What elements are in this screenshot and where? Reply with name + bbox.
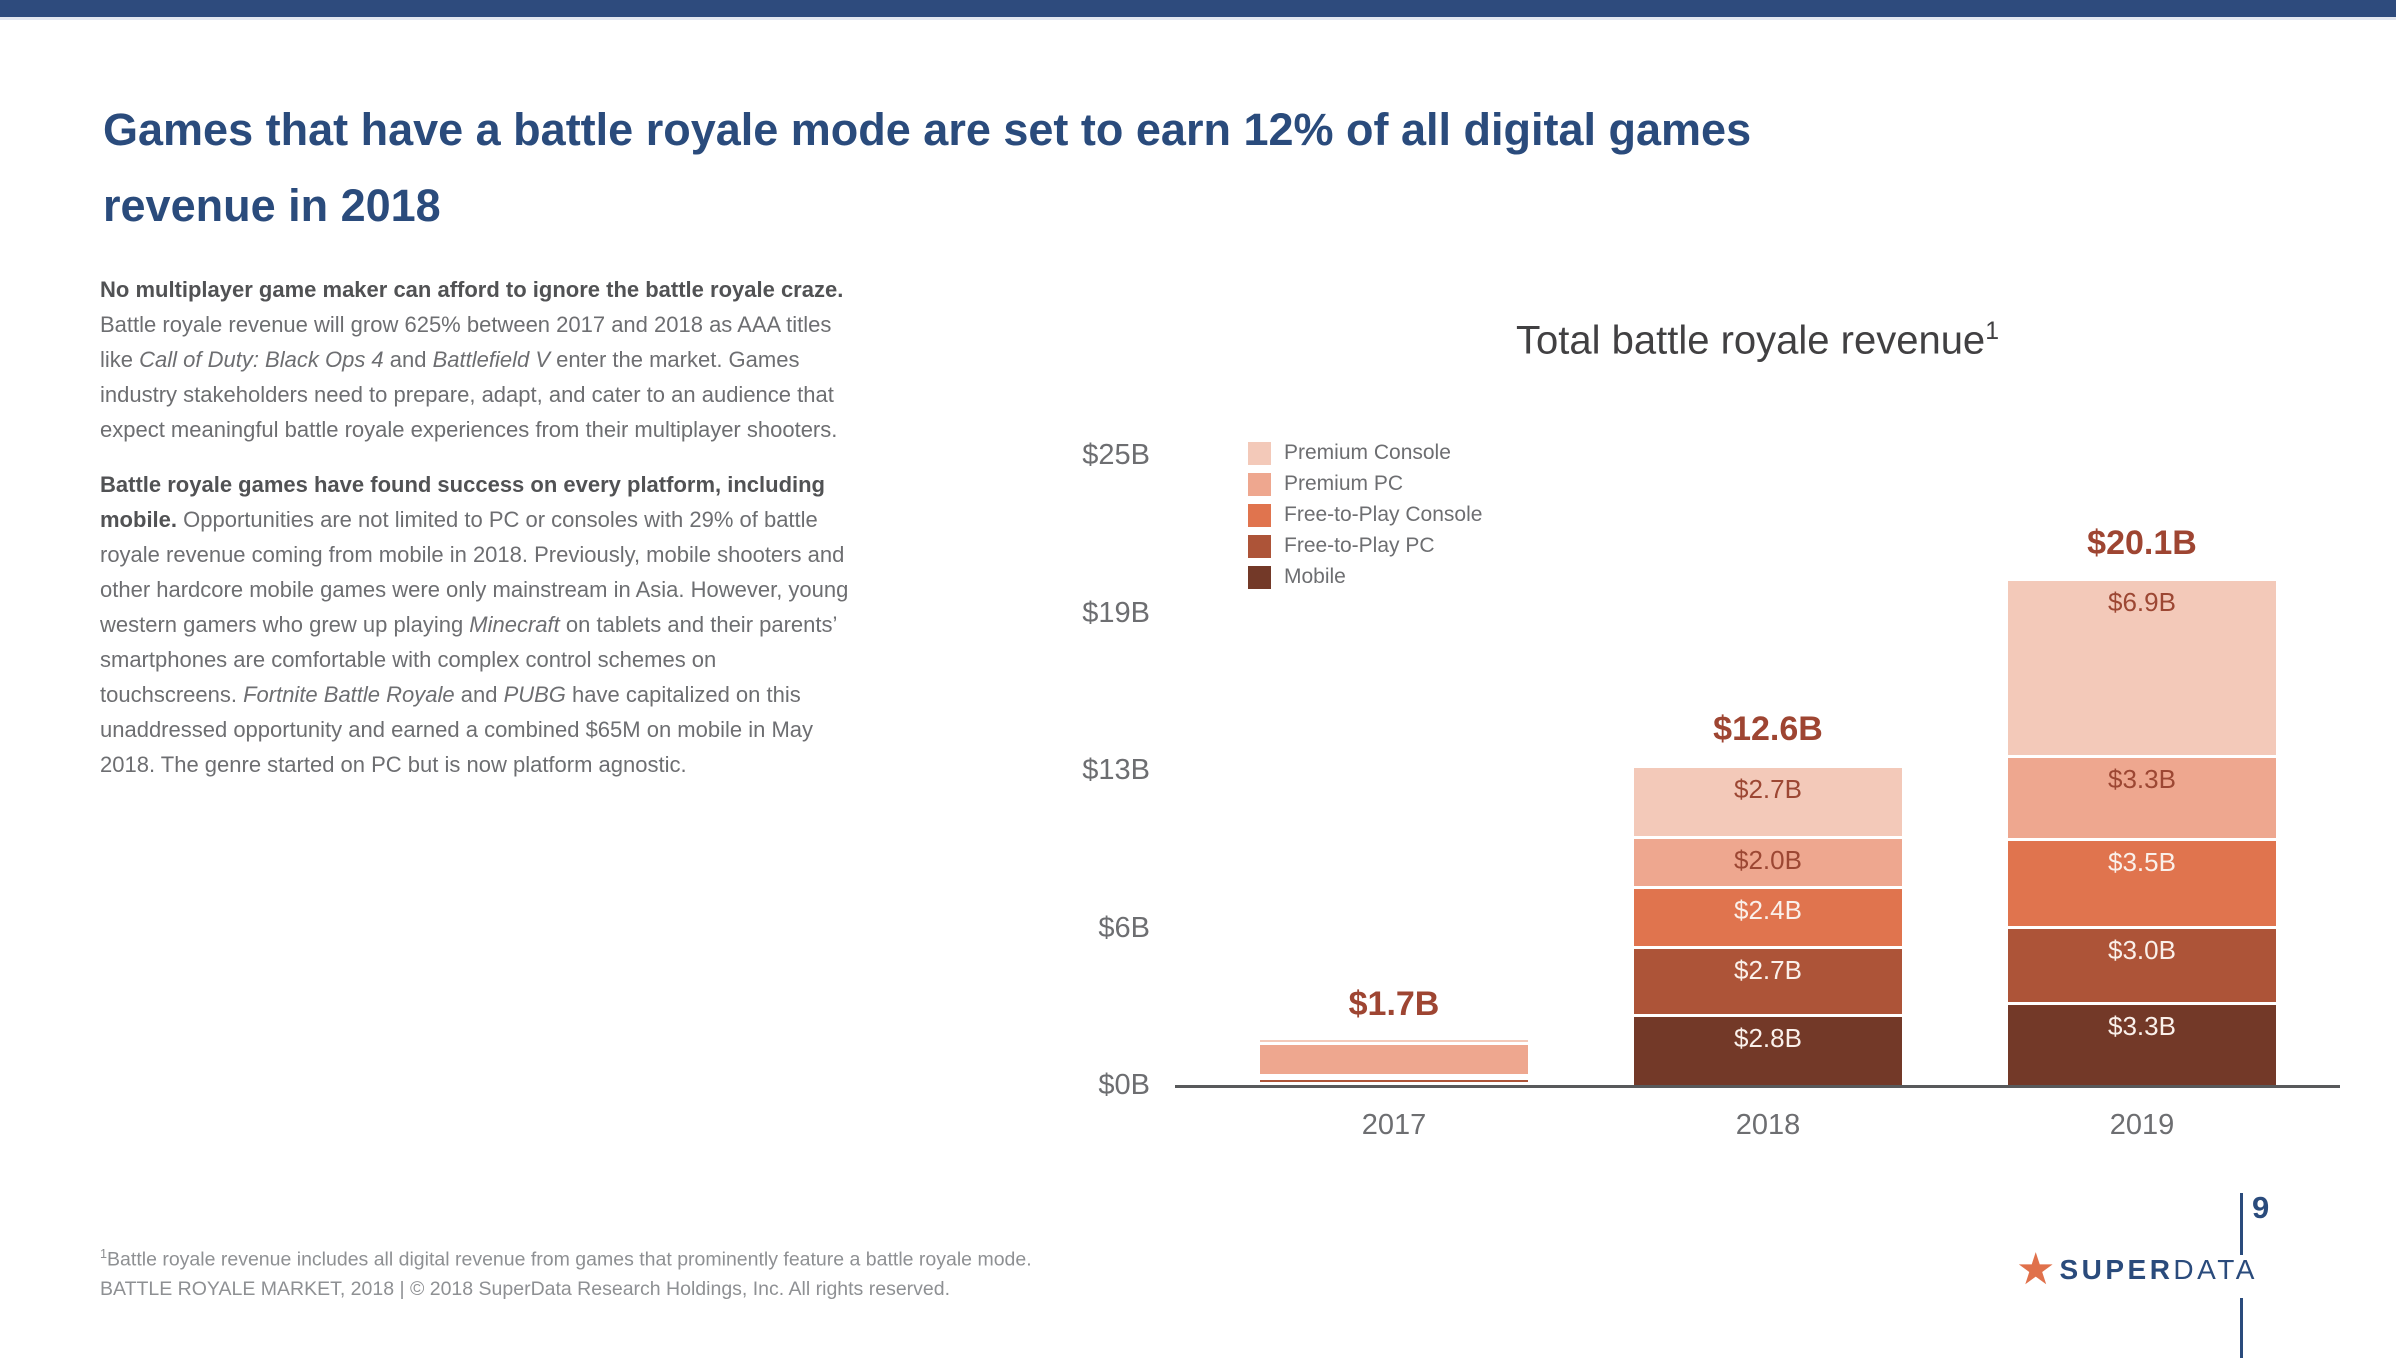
bar-segment: $2.0B (1634, 835, 1902, 886)
chart-title-text: Total battle royale revenue (1516, 318, 1986, 363)
legend-label: Free-to-Play PC (1284, 534, 1435, 557)
segment-value-label: $2.0B (1734, 844, 1802, 875)
page-title-line-2: revenue in 2018 (103, 180, 441, 231)
bar-segment (1260, 1073, 1528, 1077)
x-axis-year-label: 2018 (1735, 1109, 1801, 1141)
legend-swatch (1248, 503, 1271, 527)
legend-item: Free-to-Play PC (1248, 534, 1482, 558)
x-axis-year-label: 2019 (2109, 1109, 2175, 1141)
body-paragraph: No multiplayer game maker can afford to … (100, 272, 855, 447)
bar-segment (1260, 1039, 1528, 1043)
segment-value-label: $3.3B (2108, 1010, 2176, 1041)
bar-segment: $2.7B (1634, 767, 1902, 836)
body-text: No multiplayer game maker can afford to … (100, 272, 855, 802)
top-accent-bar (0, 0, 2396, 20)
logo-text-super: SUPER (2059, 1254, 2174, 1285)
footnote: 1Battle royale revenue includes all digi… (100, 1240, 1032, 1275)
footnote-marker: 1 (100, 1247, 108, 1261)
body-text-run: PUBG (503, 682, 566, 707)
chart-plot-area: $25B $19B $13B $6B $0B $1.7B 2017 $2.7B $2.0B $2.… (1082, 439, 2340, 1141)
y-axis-tick-label: $19B (1082, 596, 1150, 629)
segment-value-label: $3.3B (2108, 763, 2176, 794)
stacked-bar: $6.9B $3.3B $3.5B $3.0B $3.3B (2008, 581, 2276, 1085)
source-line: BATTLE ROYALE MARKET, 2018 | © 2018 Supe… (100, 1277, 951, 1300)
legend-label: Premium Console (1284, 441, 1451, 464)
bar-segment: $3.5B (2008, 838, 2276, 927)
legend-item: Mobile (1248, 565, 1482, 589)
chart-legend: Premium Console Premium PC Free-to-Play Co… (1248, 441, 1482, 596)
chart-title-footnote-marker: 1 (1985, 318, 1999, 345)
bar-segment: $2.4B (1634, 885, 1902, 947)
logo-text-data: DATA (2173, 1254, 2258, 1285)
legend-swatch (1248, 534, 1271, 558)
body-text-run: Call of Duty: Black Ops 4 (139, 347, 384, 372)
chart-title: Total battle royale revenue1 (1175, 318, 2340, 363)
stacked-bar (1260, 1039, 1528, 1085)
bar-total-label: $20.1B (2087, 524, 2197, 562)
body-text-run: and (454, 682, 504, 707)
bar-total-label: $1.7B (1348, 985, 1440, 1024)
body-text-run: and (383, 347, 433, 372)
body-text-run: have capitalized on this unaddressed opp… (100, 682, 814, 777)
x-axis-year-label: 2017 (1361, 1109, 1427, 1141)
segment-value-label: $3.0B (2108, 935, 2176, 966)
segment-value-label: $2.7B (1734, 773, 1802, 804)
page-number-divider-line (2240, 1193, 2243, 1255)
bar-segment (1260, 1082, 1528, 1085)
bar-segment: $3.0B (2008, 926, 2276, 1002)
footer: 1Battle royale revenue includes all digi… (100, 1240, 1032, 1304)
segment-value-label: $3.5B (2108, 847, 2176, 878)
body-text-run: Minecraft (469, 612, 560, 637)
body-text-run: on tablets and their parents’ smartphone… (100, 612, 837, 707)
y-axis-tick-label: $13B (1082, 754, 1150, 786)
legend-swatch (1248, 565, 1271, 589)
segment-value-label: $2.8B (1734, 1023, 1802, 1054)
bar-segment (1260, 1076, 1528, 1082)
body-text-run: Opportunities are not limited to PC or c… (100, 507, 849, 637)
y-axis-tick-label: $25B (1082, 439, 1150, 471)
legend-item: Premium PC (1248, 472, 1482, 496)
bar-segment: $2.8B (1634, 1014, 1902, 1085)
legend-item: Free-to-Play Console (1248, 503, 1482, 527)
logo-divider-line (2240, 1298, 2243, 1358)
bar-segment: $3.3B (2008, 754, 2276, 839)
legend-label: Free-to-Play Console (1284, 503, 1483, 526)
body-text-run: Fortnite Battle Royale (243, 682, 455, 707)
star-icon: ★ (2016, 1245, 2056, 1294)
superdata-logo: ★ SUPER DATA (2016, 1248, 2258, 1292)
segment-value-label: $6.9B (2108, 587, 2176, 618)
bar-segment: $6.9B (2008, 581, 2276, 755)
legend-label: Mobile (1284, 565, 1346, 588)
bar-segment: $2.7B (1634, 946, 1902, 1015)
stacked-bar: $2.7B $2.0B $2.4B $2.7B $2.8B (1634, 767, 1902, 1085)
bar-segment (1260, 1042, 1528, 1074)
legend-swatch (1248, 441, 1271, 465)
page-title-line-1: Games that have a battle royale mode are… (103, 104, 1752, 155)
body-text-run: enter the market. Games industry stakeho… (100, 347, 838, 442)
body-paragraph: Battle royale games have found success o… (100, 467, 855, 782)
legend-item: Premium Console (1248, 441, 1482, 465)
body-text-run: No multiplayer game maker can afford to … (100, 277, 844, 302)
page-number: 9 (2252, 1190, 2270, 1225)
legend-swatch (1248, 472, 1271, 496)
y-axis-tick-label: $6B (1098, 911, 1150, 944)
body-text-run: Battle royale revenue will grow 625% bet… (100, 312, 832, 372)
body-text-run: Battle royale games have found success o… (100, 472, 825, 532)
footnote-text: Battle royale revenue includes all digit… (107, 1248, 1032, 1271)
page-title: Games that have a battle royale mode are… (103, 92, 1963, 244)
bar-segment: $3.3B (2008, 1001, 2276, 1085)
y-axis-tick-label: $0B (1098, 1069, 1150, 1101)
bar-total-label: $12.6B (1713, 710, 1823, 749)
body-text-run: Battlefield V (432, 347, 551, 372)
legend-label: Premium PC (1284, 472, 1404, 495)
segment-value-label: $2.4B (1734, 894, 1802, 925)
segment-value-label: $2.7B (1734, 955, 1802, 986)
